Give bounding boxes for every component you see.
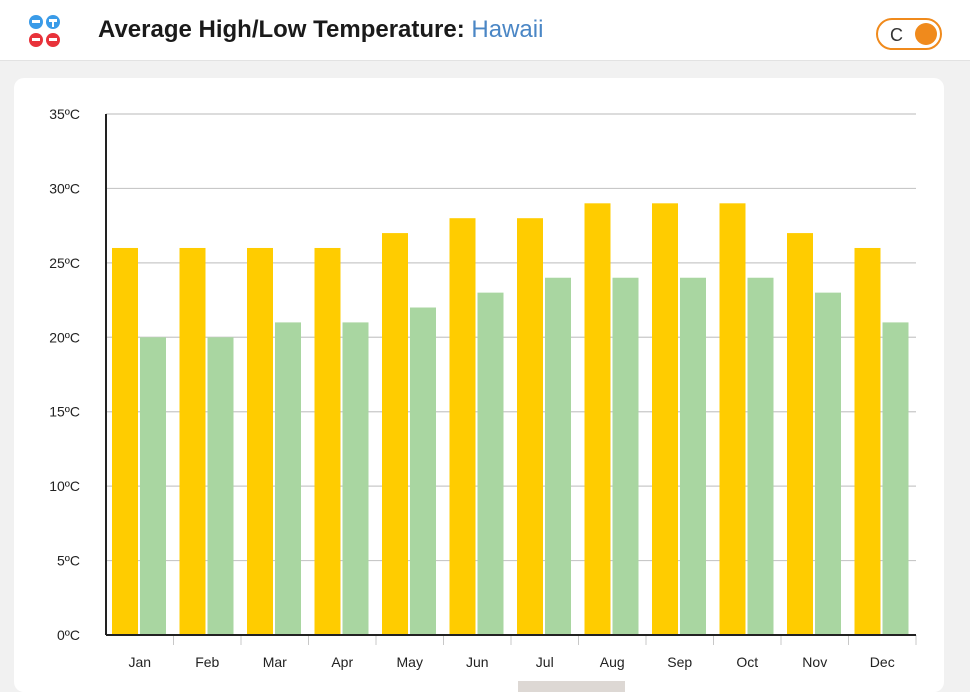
unit-toggle[interactable]: C	[876, 18, 942, 50]
x-tick-label: Jul	[536, 654, 554, 670]
x-tick-label: Mar	[263, 654, 287, 670]
bar-high	[449, 218, 476, 635]
bar-low	[140, 337, 166, 635]
x-tick-label: May	[397, 654, 423, 670]
y-tick-label: 10ºC	[49, 478, 80, 494]
thumbnail-image	[518, 681, 625, 692]
bar-low	[410, 307, 436, 635]
bar-high	[787, 233, 813, 636]
bar-low	[207, 337, 234, 635]
x-tick-label: Nov	[802, 654, 827, 670]
page-title: Average High/Low Temperature: Hawaii	[98, 14, 543, 46]
chart-card: 0ºC 5ºC 10ºC 15ºC 20ºC 25ºC 30ºC 35ºC Jan Feb Mar A…	[14, 78, 944, 692]
bar-low	[882, 322, 909, 635]
bar-low	[275, 322, 301, 635]
bar-high	[112, 247, 138, 635]
bar-low	[815, 292, 841, 635]
unit-toggle-label: C	[890, 25, 903, 45]
bar-low	[747, 277, 774, 635]
bar-low	[680, 277, 706, 635]
bar-low	[342, 322, 369, 635]
bar-high	[517, 218, 543, 635]
toggle-knob	[915, 23, 937, 45]
y-tick-label: 5ºC	[57, 553, 80, 569]
y-tick-label: 0ºC	[57, 627, 80, 643]
bar-high	[854, 247, 881, 635]
bar-high	[652, 203, 678, 636]
y-tick-label: 20ºC	[49, 329, 80, 345]
bar-low	[612, 277, 639, 635]
bar-low	[477, 292, 504, 635]
bar-high	[719, 203, 746, 636]
title-prefix: Average High/Low Temperature:	[98, 16, 465, 43]
bar-high	[314, 247, 341, 635]
header: Average High/Low Temperature: Hawaii C	[0, 0, 970, 61]
y-tick-label: 15ºC	[49, 404, 80, 420]
x-tick-label: Oct	[736, 654, 758, 670]
bar-low	[545, 277, 571, 635]
bar-high	[382, 233, 408, 636]
location-link[interactable]: Hawaii	[471, 16, 544, 43]
x-tick-label: Jun	[466, 654, 489, 670]
x-tick-label: Aug	[600, 654, 625, 670]
y-tick-label: 30ºC	[49, 180, 80, 196]
x-tick-label: Sep	[667, 654, 692, 670]
bar-high	[179, 247, 206, 635]
bar-high	[584, 203, 611, 636]
x-tick-label: Apr	[331, 654, 353, 670]
bar-high	[247, 247, 273, 635]
x-tick-label: Feb	[195, 654, 219, 670]
x-tick-label: Jan	[128, 654, 151, 670]
x-tick-label: Dec	[870, 654, 895, 670]
y-tick-label: 35ºC	[49, 106, 80, 122]
temperature-chart: 0ºC 5ºC 10ºC 15ºC 20ºC 25ºC 30ºC 35ºC Jan Feb Mar A…	[49, 106, 917, 670]
weather-logo-icon	[29, 15, 60, 47]
y-tick-label: 25ºC	[49, 255, 80, 271]
